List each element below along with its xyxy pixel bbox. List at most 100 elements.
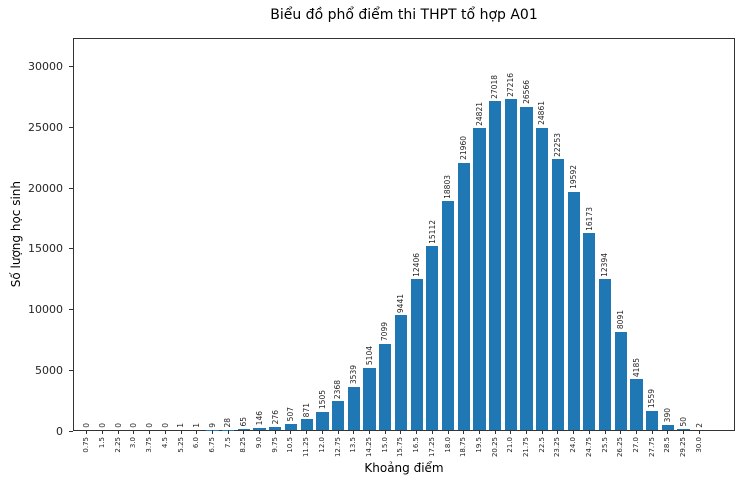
x-tick-mark xyxy=(604,430,606,434)
plot-area: 0 0.75 0 1.5 0 2.25 0 3.0 0 3.75 0 4.5 1 5.25 1 6.0 9 6.7… xyxy=(73,38,735,457)
bar xyxy=(567,191,580,430)
bar xyxy=(551,159,565,430)
y-tick-mark xyxy=(69,431,73,432)
bar xyxy=(363,367,376,430)
bar-value-label: 5104 xyxy=(364,346,374,366)
bar-value-label: 0 xyxy=(160,422,170,428)
bar-value-label: 146 xyxy=(254,411,264,426)
bar-value-label: 65 xyxy=(239,417,249,427)
bar-slot: 2368 12.75 xyxy=(330,39,346,457)
bar-slot: 0 4.5 xyxy=(158,39,174,448)
bar-value-label: 22253 xyxy=(553,132,563,157)
y-tick-label: 10000 xyxy=(28,303,63,317)
bar-slot: 16173 24.75 xyxy=(582,39,598,457)
bar-slot: 1505 12.0 xyxy=(315,39,331,453)
bar-value-label: 19592 xyxy=(568,165,578,190)
y-tick-label: 30000 xyxy=(28,59,63,73)
x-tick-mark xyxy=(588,430,590,434)
y-tick-label: 5000 xyxy=(35,364,63,378)
bar-value-label: 9441 xyxy=(396,293,406,313)
bar-slot: 24821 19.5 xyxy=(472,39,488,453)
x-tick-mark xyxy=(463,430,465,434)
x-tick-mark xyxy=(478,430,480,434)
bar-value-label: 7099 xyxy=(380,322,390,342)
y-tick-mark xyxy=(69,309,73,311)
y-tick-mark xyxy=(69,248,73,250)
x-tick-mark xyxy=(431,430,433,434)
bar xyxy=(410,279,423,430)
bar-slot: 24861 22.5 xyxy=(534,39,550,453)
bar-value-label: 390 xyxy=(663,408,673,423)
x-tick-mark xyxy=(494,430,496,434)
bar xyxy=(520,106,533,430)
bar-value-label: 276 xyxy=(270,409,280,425)
bar-slot: 19592 24.0 xyxy=(566,39,582,453)
bar-value-label: 4185 xyxy=(631,357,641,377)
bar-value-label: 1505 xyxy=(317,390,327,410)
x-tick-mark xyxy=(164,430,166,434)
bar-value-label: 2 xyxy=(694,422,704,428)
x-axis-label: Khoảng điểm xyxy=(364,461,444,475)
x-tick-mark xyxy=(117,430,119,434)
bar xyxy=(677,429,690,430)
bar-value-label: 12406 xyxy=(411,252,421,277)
bar xyxy=(316,411,329,430)
bar-slot: 0 2.25 xyxy=(110,39,126,453)
x-tick-mark xyxy=(573,430,575,434)
bar-value-label: 24861 xyxy=(537,101,547,126)
bar-value-label: 0 xyxy=(82,422,92,428)
bar xyxy=(269,426,282,430)
x-tick-mark xyxy=(526,430,528,434)
bar xyxy=(394,315,408,430)
bar-value-label: 2368 xyxy=(333,379,343,399)
x-tick-mark xyxy=(698,430,700,434)
bar-value-label: 1559 xyxy=(647,389,657,409)
bar-slot: 18803 18.0 xyxy=(440,39,456,453)
bar-value-label: 0 xyxy=(129,422,139,428)
bar xyxy=(646,411,659,430)
bar xyxy=(253,428,266,430)
bar-slot: 9441 15.75 xyxy=(393,39,409,457)
x-tick-mark xyxy=(510,430,512,434)
bar-slot: 1 5.25 xyxy=(173,39,189,453)
x-tick-mark xyxy=(447,430,449,434)
x-tick-mark xyxy=(620,430,622,434)
bar-slot: 26566 21.75 xyxy=(519,39,535,457)
x-tick-mark xyxy=(557,430,559,434)
bar xyxy=(441,201,455,430)
x-tick-label-wrap: 30.0 xyxy=(679,437,719,453)
x-tick-mark xyxy=(384,430,386,434)
bar-value-label: 8091 xyxy=(616,309,625,330)
x-tick-mark xyxy=(86,430,88,434)
x-tick-mark xyxy=(133,430,135,434)
bar-value-label: 507 xyxy=(286,407,296,422)
bar-slot: 5104 14.25 xyxy=(362,39,378,457)
bar-value-label: 27216 xyxy=(506,72,516,97)
bar-slot: 3539 13.5 xyxy=(346,39,362,453)
x-tick-mark xyxy=(102,430,104,434)
bar-value-label: 16173 xyxy=(584,206,594,231)
bar-slot: 4185 27.0 xyxy=(629,39,645,453)
bar-value-label: 9 xyxy=(207,422,217,428)
y-tick-label: 25000 xyxy=(28,120,63,134)
x-tick-mark xyxy=(243,430,245,434)
bar-slot: 27216 21.0 xyxy=(503,39,519,453)
bar-slot: 276 9.75 xyxy=(267,39,283,453)
x-tick-mark xyxy=(635,430,637,434)
y-tick-mark xyxy=(69,126,73,128)
bar-value-label: 0 xyxy=(97,422,107,428)
x-tick-mark xyxy=(651,430,653,434)
x-tick-mark xyxy=(180,430,182,434)
y-tick-mark xyxy=(69,65,73,67)
bar-slot: 0 3.0 xyxy=(126,39,142,448)
bar-slot: 871 11.25 xyxy=(299,39,315,457)
bar xyxy=(614,331,627,430)
bar-slot: 1559 27.75 xyxy=(644,39,660,457)
bar-value-label: 15112 xyxy=(427,219,437,244)
bar xyxy=(489,101,502,430)
bar xyxy=(379,343,392,430)
bar-slot: 507 10.5 xyxy=(283,39,299,453)
bar xyxy=(661,425,674,430)
bar xyxy=(284,423,298,430)
bar xyxy=(426,246,439,430)
